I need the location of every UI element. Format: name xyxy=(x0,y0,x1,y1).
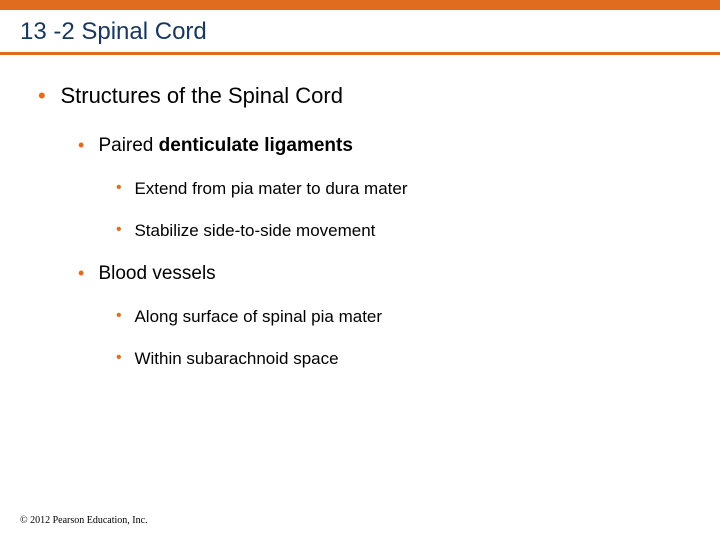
bullet-text: Along surface of spinal pia mater xyxy=(134,307,382,326)
bullet-text: Within subarachnoid space xyxy=(134,349,338,368)
bullet-lvl1: • Structures of the Spinal Cord xyxy=(38,83,700,109)
title-row: 13 -2 Spinal Cord xyxy=(0,10,720,52)
bullet-lvl2: • Blood vessels xyxy=(78,263,700,285)
bullet-icon: • xyxy=(116,349,130,367)
bullet-icon: • xyxy=(116,179,130,197)
bullet-lvl3: • Along surface of spinal pia mater xyxy=(116,307,700,327)
header-bar xyxy=(0,0,720,10)
bullet-text: Blood vessels xyxy=(98,263,215,284)
bullet-bold: denticulate ligaments xyxy=(159,135,353,156)
bullet-text: Paired denticulate ligaments xyxy=(98,135,352,156)
bullet-icon: • xyxy=(116,221,130,239)
bullet-lvl3: • Stabilize side-to-side movement xyxy=(116,221,700,241)
bullet-lvl3: • Extend from pia mater to dura mater xyxy=(116,179,700,199)
bullet-text: Stabilize side-to-side movement xyxy=(134,221,375,240)
bullet-icon: • xyxy=(116,307,130,325)
bullet-icon: • xyxy=(78,135,94,156)
bullet-lvl3: • Within subarachnoid space xyxy=(116,349,700,369)
content-area: • Structures of the Spinal Cord • Paired… xyxy=(0,55,720,369)
bullet-icon: • xyxy=(78,263,94,284)
bullet-text: Extend from pia mater to dura mater xyxy=(134,179,407,198)
bullet-lvl2: • Paired denticulate ligaments xyxy=(78,135,700,157)
bullet-text: Structures of the Spinal Cord xyxy=(60,83,342,108)
copyright-footer: © 2012 Pearson Education, Inc. xyxy=(20,515,148,526)
slide-title: 13 -2 Spinal Cord xyxy=(20,18,207,45)
bullet-icon: • xyxy=(38,83,56,109)
bullet-prefix: Paired xyxy=(98,135,158,156)
